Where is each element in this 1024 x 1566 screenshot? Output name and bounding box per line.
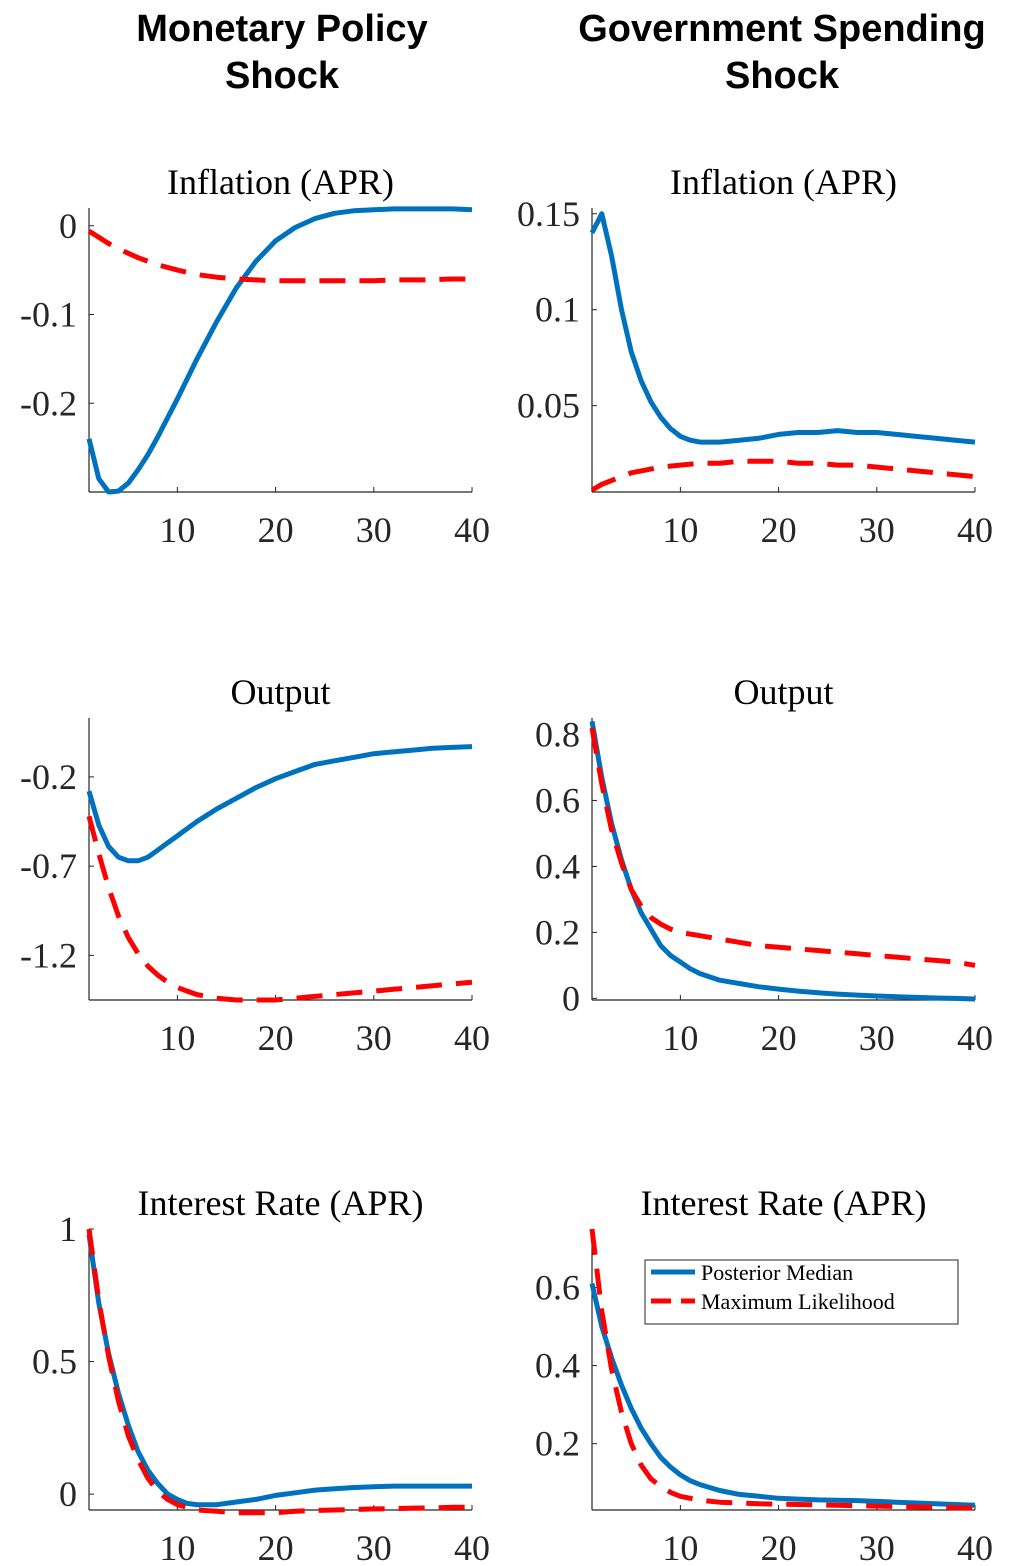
x-tick-label: 10 bbox=[662, 1018, 698, 1058]
column-title-government: Government Spending Shock bbox=[532, 6, 1024, 100]
chart-title: Output bbox=[733, 672, 833, 712]
y-tick-label: 0.5 bbox=[32, 1342, 77, 1382]
column-title-line2: Shock bbox=[724, 55, 840, 97]
y-tick-label: 0.2 bbox=[535, 1424, 580, 1464]
y-tick-label: 0.6 bbox=[535, 780, 580, 820]
x-tick-label: 10 bbox=[159, 1528, 195, 1566]
x-tick-label: 20 bbox=[258, 1528, 294, 1566]
chart-panel: Output 10 20 30 40 0.8 0.6 0.4 0.2 0 bbox=[535, 672, 993, 1058]
y-tick-label: 0.4 bbox=[535, 1346, 580, 1386]
y-tick-label: 0.8 bbox=[535, 714, 580, 754]
chart-title: Inflation (APR) bbox=[167, 162, 394, 202]
column-title-monetary: Monetary Policy Shock bbox=[32, 6, 532, 100]
x-tick-label: 40 bbox=[454, 1018, 490, 1058]
series-maximum-likelihood-line bbox=[589, 727, 976, 968]
series-maximum-likelihood-line bbox=[86, 1228, 472, 1516]
chart-title: Output bbox=[230, 672, 330, 712]
series-maximum-likelihood-line bbox=[86, 815, 473, 1003]
y-tick-label: 0.05 bbox=[517, 386, 580, 426]
series-posterior-median-line bbox=[86, 206, 473, 495]
y-tick-label: -0.1 bbox=[20, 295, 77, 335]
column-title-line1: Government Spending bbox=[578, 8, 986, 50]
series-posterior-median-line bbox=[86, 1233, 472, 1508]
x-tick-label: 40 bbox=[957, 510, 993, 550]
chart-panel: Output 10 20 30 40 -0.2 -0.7 -1.2 bbox=[20, 672, 490, 1058]
y-tick-label: -0.7 bbox=[20, 846, 77, 886]
chart-panel: Interest Rate (APR) 10 20 30 40 0.6 0.4 0.2 bbox=[535, 1183, 993, 1566]
series-posterior-median-line bbox=[589, 211, 976, 445]
x-tick-label: 30 bbox=[356, 1528, 392, 1566]
y-tick-label: 0 bbox=[59, 1474, 77, 1514]
x-tick-label: 40 bbox=[454, 1528, 490, 1566]
column-title-line2: Shock bbox=[224, 55, 340, 97]
x-tick-label: 30 bbox=[859, 1018, 895, 1058]
y-tick-label: 0.2 bbox=[535, 912, 580, 952]
x-tick-label: 20 bbox=[761, 1528, 797, 1566]
x-tick-label: 10 bbox=[159, 1018, 195, 1058]
legend-box bbox=[644, 1259, 959, 1325]
chart-panel: Inflation (APR) 10 20 30 40 0.15 0.1 0.05 bbox=[517, 162, 993, 550]
x-tick-label: 20 bbox=[761, 510, 797, 550]
y-tick-label: 0.6 bbox=[535, 1268, 580, 1308]
chart-panel: Inflation (APR) 10 20 30 40 0 -0.1 -0.2 bbox=[20, 162, 490, 550]
chart-panel: Interest Rate (APR) 10 20 30 40 1 0.5 0 bbox=[32, 1183, 490, 1566]
x-tick-label: 40 bbox=[957, 1018, 993, 1058]
series-posterior-median-line bbox=[86, 744, 473, 864]
y-tick-label: 0.4 bbox=[535, 846, 580, 886]
x-tick-label: 20 bbox=[258, 1018, 294, 1058]
x-tick-label: 40 bbox=[454, 510, 490, 550]
column-title-line1: Monetary Policy bbox=[136, 8, 428, 50]
x-tick-label: 40 bbox=[957, 1528, 993, 1566]
y-tick-label: 0.1 bbox=[535, 290, 580, 330]
chart-title: Interest Rate (APR) bbox=[641, 1183, 927, 1223]
series-maximum-likelihood-line bbox=[590, 458, 976, 493]
x-tick-label: 10 bbox=[662, 1528, 698, 1566]
chart-title: Inflation (APR) bbox=[670, 162, 897, 202]
legend: Posterior Median Maximum Likelihood bbox=[644, 1259, 959, 1325]
x-tick-label: 30 bbox=[356, 510, 392, 550]
series-maximum-likelihood-line bbox=[589, 1228, 976, 1511]
series-posterior-median-line bbox=[589, 1283, 976, 1508]
x-tick-label: 20 bbox=[258, 510, 294, 550]
series-posterior-median-line bbox=[589, 720, 976, 1002]
x-tick-label: 30 bbox=[859, 1528, 895, 1566]
x-tick-label: 30 bbox=[356, 1018, 392, 1058]
x-tick-label: 10 bbox=[662, 510, 698, 550]
x-tick-label: 10 bbox=[159, 510, 195, 550]
legend-label-posterior-median: Posterior Median bbox=[701, 1260, 853, 1285]
y-tick-label: -0.2 bbox=[20, 383, 77, 423]
y-tick-label: -1.2 bbox=[20, 935, 77, 975]
y-tick-label: 1 bbox=[59, 1209, 77, 1249]
y-tick-label: 0 bbox=[59, 206, 77, 246]
chart-title: Interest Rate (APR) bbox=[138, 1183, 424, 1223]
y-tick-label: -0.2 bbox=[20, 757, 77, 797]
y-tick-label: 0.15 bbox=[517, 194, 580, 234]
legend-label-maximum-likelihood: Maximum Likelihood bbox=[701, 1289, 895, 1314]
x-tick-label: 30 bbox=[859, 510, 895, 550]
x-tick-label: 20 bbox=[761, 1018, 797, 1058]
y-tick-label: 0 bbox=[562, 978, 580, 1018]
